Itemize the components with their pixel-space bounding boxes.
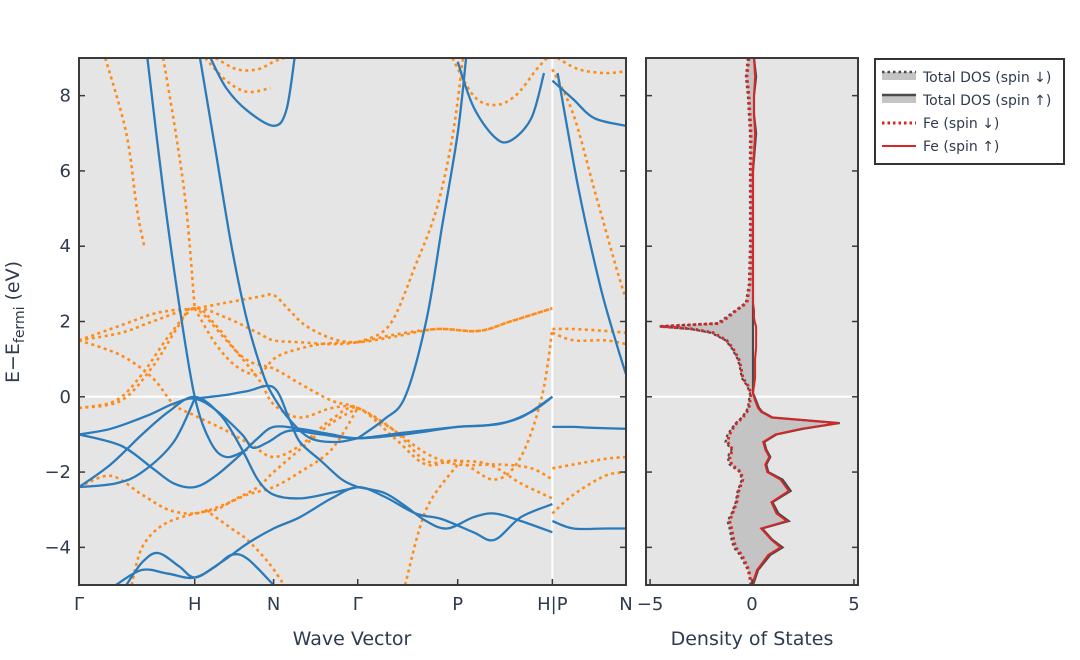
- band-ytick-label-0: 8: [60, 86, 71, 107]
- band-spin-up-16: [556, 72, 626, 375]
- band-spin-up-6: [115, 485, 553, 585]
- band-spin-up-8: [146, 58, 248, 459]
- kpoint-label-3: Γ: [353, 594, 363, 615]
- dos-total-down-fill: [658, 58, 752, 585]
- spin-down-bands: [79, 58, 626, 585]
- band-ytick-label-1: 6: [60, 161, 71, 182]
- band-spin-up-7: [357, 485, 553, 534]
- dos-total-down-line: [658, 58, 753, 585]
- kpoint-label-2: N: [267, 594, 280, 615]
- band-spin-down-17: [551, 331, 626, 346]
- band-structure-panel: 8 6 4 2 0 −2 −4 Γ H N Γ P H|P N Wave Vector E−Efermi…: [2, 57, 633, 650]
- band-spin-up-10: [209, 58, 296, 127]
- legend-swatch-total-up: [882, 95, 916, 103]
- band-spin-down-11: [104, 58, 146, 247]
- band-spin-up-14: [551, 519, 626, 531]
- dos-curves: [658, 58, 840, 585]
- dos-x-axis-title: Density of States: [671, 628, 834, 650]
- band-spin-down-1: [79, 306, 553, 500]
- dos-xtick-label-1: 0: [746, 594, 757, 615]
- band-spin-down-5: [193, 307, 358, 376]
- band-spin-down-0: [79, 306, 554, 481]
- kpoint-label-4: P: [452, 594, 463, 615]
- band-spin-down-6: [130, 406, 359, 585]
- band-spin-up-15: [551, 79, 626, 127]
- legend-item-total-spin-up: Total DOS (spin ↑): [882, 93, 1051, 109]
- band-spin-down-18: [552, 455, 626, 470]
- band-spin-down-14: [357, 58, 465, 344]
- kpoint-label-1: H: [188, 594, 202, 615]
- band-spin-up-9: [198, 58, 359, 444]
- band-ytick-label-6: −4: [44, 537, 71, 558]
- band-spin-down-21: [551, 68, 626, 300]
- legend-label-fe-up: Fe (spin ↑): [923, 139, 999, 155]
- legend-label-fe-down: Fe (spin ↓): [923, 116, 999, 132]
- legend-label-total-down: Total DOS (spin ↓): [922, 70, 1051, 86]
- band-spin-down-2: [79, 328, 554, 481]
- kpoint-label-6: N: [619, 594, 632, 615]
- dos-x-ticks: −5 0 5: [637, 579, 860, 615]
- legend-label-total-up: Total DOS (spin ↑): [922, 93, 1051, 109]
- band-spin-down-15: [451, 58, 549, 107]
- band-spin-down-7: [79, 407, 359, 515]
- band-spin-up-11: [357, 58, 468, 440]
- band-ytick-label-3: 2: [60, 312, 71, 333]
- band-ytick-label-5: −2: [44, 462, 71, 483]
- legend-item-fe-spin-up: Fe (spin ↑): [882, 139, 999, 155]
- band-y-ticks: 8 6 4 2 0 −2 −4: [44, 86, 626, 558]
- band-spin-up-12: [456, 61, 546, 144]
- dos-fe-up-line: [751, 58, 839, 585]
- kpoint-label-5: H|P: [537, 594, 568, 615]
- band-x-ticks: Γ H N Γ P H|P N: [74, 579, 633, 615]
- dos-total-up-fill: [752, 58, 840, 585]
- band-spin-up-4: [79, 398, 196, 489]
- band-spin-down-19: [551, 470, 626, 515]
- ylabel-main: E−E: [2, 343, 24, 383]
- legend-item-total-spin-down: Total DOS (spin ↓): [882, 70, 1051, 86]
- spin-up-bands: [79, 58, 626, 585]
- legend-item-fe-spin-down: Fe (spin ↓): [882, 116, 999, 132]
- kpoint-label-0: Γ: [74, 594, 84, 615]
- dos-xtick-label-2: 5: [848, 594, 859, 615]
- band-spin-down-9: [403, 463, 459, 585]
- band-ytick-label-2: 4: [60, 236, 71, 257]
- band-spin-down-12: [215, 58, 285, 72]
- ylabel-subscript: fermi: [12, 307, 28, 344]
- dos-fe-down-line: [660, 58, 753, 585]
- dos-panel: −5 0 5 Density of States: [637, 57, 860, 650]
- band-x-axis-title: Wave Vector: [293, 628, 412, 650]
- dos-y-ticks: [646, 94, 858, 549]
- band-spin-up-13: [552, 425, 626, 430]
- band-ytick-label-4: 0: [60, 387, 71, 408]
- band-plot-background: [79, 58, 626, 585]
- dos-xtick-label-0: −5: [637, 594, 664, 615]
- band-spin-down-16: [552, 327, 626, 335]
- legend-swatch-total-down: [882, 72, 916, 80]
- band-spin-up-2: [79, 395, 359, 500]
- legend: Total DOS (spin ↓) Total DOS (spin ↑) Fe…: [874, 58, 1065, 165]
- ylabel-unit: (eV): [2, 261, 24, 307]
- band-spin-down-8: [204, 508, 286, 585]
- band-spin-down-3: [79, 293, 553, 344]
- band-spin-up-1: [79, 395, 554, 489]
- band-y-axis-title: E−Efermi (eV): [2, 261, 28, 383]
